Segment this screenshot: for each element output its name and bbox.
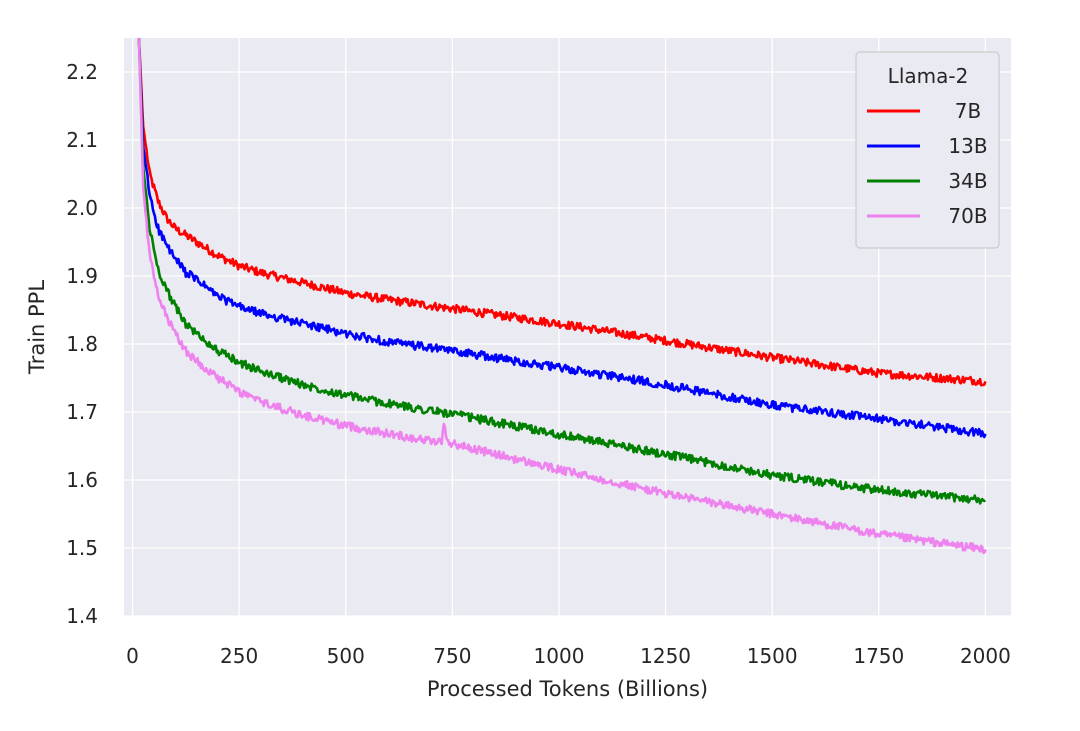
legend-label-70b: 70B xyxy=(948,204,987,228)
series-line-34b xyxy=(137,37,986,505)
y-tick-label: 1.9 xyxy=(66,264,98,288)
x-tick-label: 500 xyxy=(327,644,365,668)
x-tick-label: 750 xyxy=(433,644,471,668)
y-axis-label: Train PPL xyxy=(25,280,49,375)
y-tick-label: 1.6 xyxy=(66,468,98,492)
legend-label-7b: 7B xyxy=(955,99,981,123)
y-tick-label: 1.4 xyxy=(66,604,98,628)
x-tick-label: 250 xyxy=(220,644,258,668)
legend: Llama-2 7B 13B 34B 70B xyxy=(855,51,1000,249)
x-tick-label: 0 xyxy=(126,644,139,668)
legend-box xyxy=(855,51,1000,249)
x-tick-label: 1250 xyxy=(640,644,691,668)
y-tick-label: 1.8 xyxy=(66,332,98,356)
x-tick-label: 1750 xyxy=(853,644,904,668)
series-lines xyxy=(137,37,987,555)
legend-label-34b: 34B xyxy=(948,169,987,193)
legend-title: Llama-2 xyxy=(888,64,969,88)
y-tick-label: 1.7 xyxy=(66,400,98,424)
series-line-13b xyxy=(137,37,987,439)
series-line-70b xyxy=(137,37,987,555)
x-tick-label: 1000 xyxy=(534,644,585,668)
legend-entries: 7B 13B 34B 70B xyxy=(867,99,988,228)
series-line-7b xyxy=(137,37,987,387)
x-tick-labels: 0 250 500 750 1000 1250 1500 1750 2000 xyxy=(126,644,1011,668)
x-tick-label: 2000 xyxy=(960,644,1011,668)
y-tick-label: 2.0 xyxy=(66,196,98,220)
x-tick-label: 1500 xyxy=(747,644,798,668)
y-tick-labels: 1.4 1.5 1.6 1.7 1.8 1.9 2.0 2.1 2.2 xyxy=(66,60,98,628)
legend-label-13b: 13B xyxy=(948,134,987,158)
y-tick-label: 2.1 xyxy=(66,128,98,152)
x-axis-label: Processed Tokens (Billions) xyxy=(427,677,708,701)
y-tick-label: 2.2 xyxy=(66,60,98,84)
y-tick-label: 1.5 xyxy=(66,536,98,560)
